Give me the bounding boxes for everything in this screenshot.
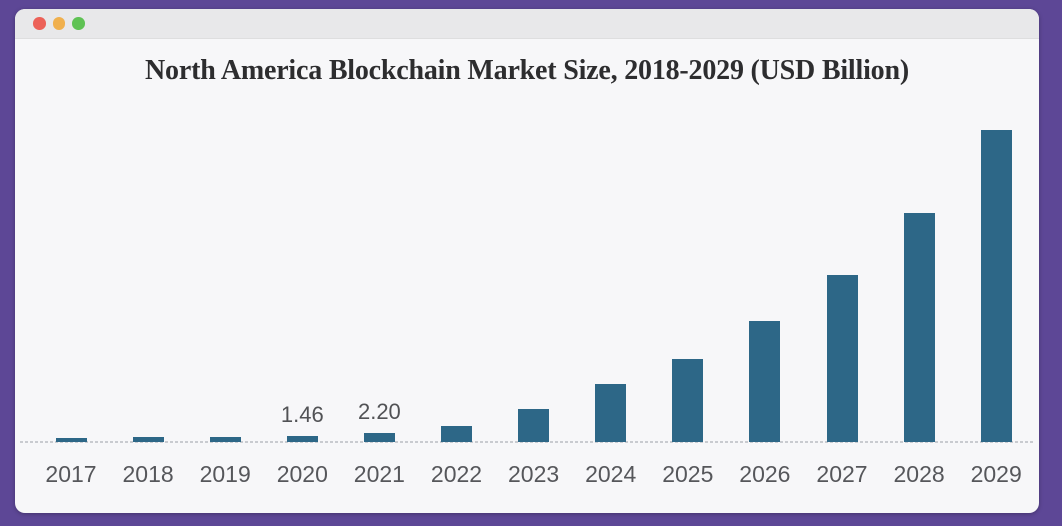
bar-2017 bbox=[55, 437, 87, 442]
bar-2022 bbox=[441, 425, 472, 442]
bar-2025 bbox=[672, 358, 704, 442]
x-tick-2021: 2021 bbox=[353, 461, 405, 487]
x-tick-2029: 2029 bbox=[970, 461, 1022, 487]
bar-2021 bbox=[363, 432, 395, 442]
bar-2024 bbox=[595, 384, 627, 442]
bar-2020 bbox=[286, 435, 318, 442]
bar-2023 bbox=[518, 408, 550, 442]
chart-title: North America Blockchain Market Size, 20… bbox=[145, 55, 909, 86]
bar-2027 bbox=[826, 275, 858, 442]
x-tick-2025: 2025 bbox=[662, 461, 714, 487]
bar-2018 bbox=[132, 436, 164, 442]
x-tick-2026: 2026 bbox=[739, 461, 791, 487]
x-tick-2027: 2027 bbox=[816, 461, 868, 487]
x-tick-2020: 2020 bbox=[276, 461, 328, 487]
x-tick-2019: 2019 bbox=[199, 461, 251, 487]
bar-value-label-2021: 2.20 bbox=[357, 398, 401, 424]
bar-2026 bbox=[749, 321, 781, 442]
bar-2019 bbox=[209, 436, 241, 442]
close-button[interactable] bbox=[33, 17, 46, 30]
x-tick-2017: 2017 bbox=[45, 461, 97, 487]
x-tick-2018: 2018 bbox=[122, 461, 174, 487]
x-tick-2028: 2028 bbox=[893, 461, 945, 487]
x-tick-2023: 2023 bbox=[508, 461, 560, 487]
x-axis-line bbox=[20, 441, 1034, 443]
bar-2028 bbox=[903, 212, 935, 442]
app-window: North America Blockchain Market Size, 20… bbox=[15, 9, 1039, 513]
maximize-button[interactable] bbox=[72, 17, 85, 30]
x-tick-2024: 2024 bbox=[585, 461, 637, 487]
bar-value-label-2020: 1.46 bbox=[280, 401, 324, 427]
chart-area: North America Blockchain Market Size, 20… bbox=[15, 9, 1039, 513]
x-tick-2022: 2022 bbox=[430, 461, 483, 487]
bar-2029 bbox=[980, 130, 1012, 442]
window-titlebar bbox=[15, 9, 1039, 39]
minimize-button[interactable] bbox=[52, 17, 65, 30]
